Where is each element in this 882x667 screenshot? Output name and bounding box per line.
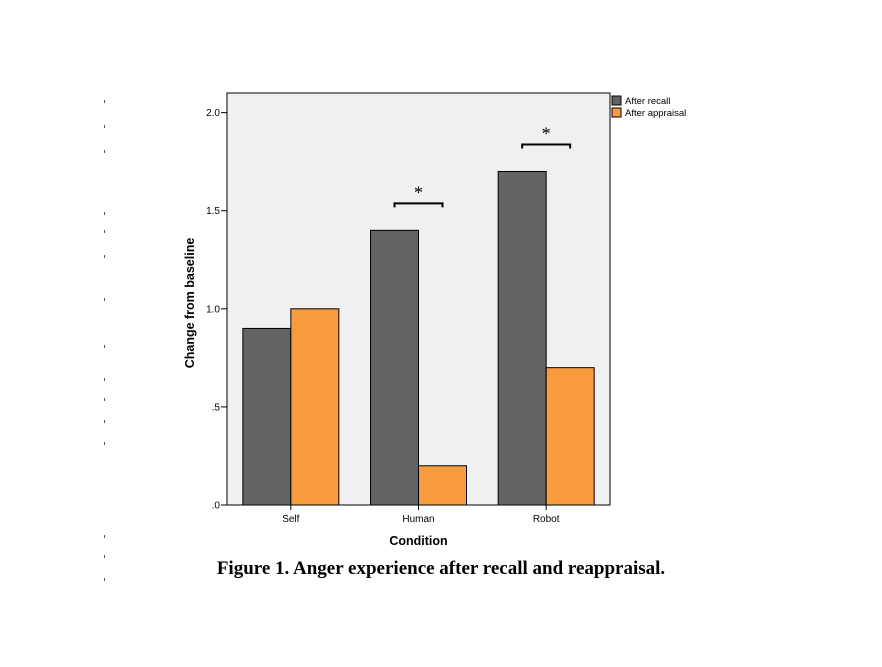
y-tick-label: 1.5 xyxy=(206,206,220,217)
bar xyxy=(418,465,467,506)
bar xyxy=(242,327,292,506)
y-tick-label: 2.0 xyxy=(206,108,220,119)
significance-bracket xyxy=(393,202,444,208)
bar xyxy=(370,229,419,506)
legend-swatch xyxy=(611,95,622,106)
bar xyxy=(497,170,547,506)
significance-marker: * xyxy=(414,182,423,202)
significance-marker: * xyxy=(542,123,551,143)
legend-label: After recall xyxy=(625,96,670,107)
x-tick-label: Human xyxy=(402,514,434,525)
y-tick-label: .5 xyxy=(212,402,221,413)
y-axis-label: Change from baseline xyxy=(183,238,197,369)
bar xyxy=(545,367,595,506)
x-tick-label: Robot xyxy=(533,514,560,525)
figure-caption: Figure 1. Anger experience after recall … xyxy=(216,558,666,579)
y-tick-label: 1.0 xyxy=(206,304,220,315)
significance-bracket xyxy=(521,143,572,149)
x-axis-label: Condition xyxy=(389,534,447,548)
bar xyxy=(290,308,340,506)
y-tick-label: .0 xyxy=(212,501,221,512)
x-tick-label: Self xyxy=(282,514,299,525)
legend-swatch xyxy=(611,107,622,118)
legend-label: After appraisal xyxy=(625,108,686,119)
margin-marks xyxy=(104,0,108,662)
